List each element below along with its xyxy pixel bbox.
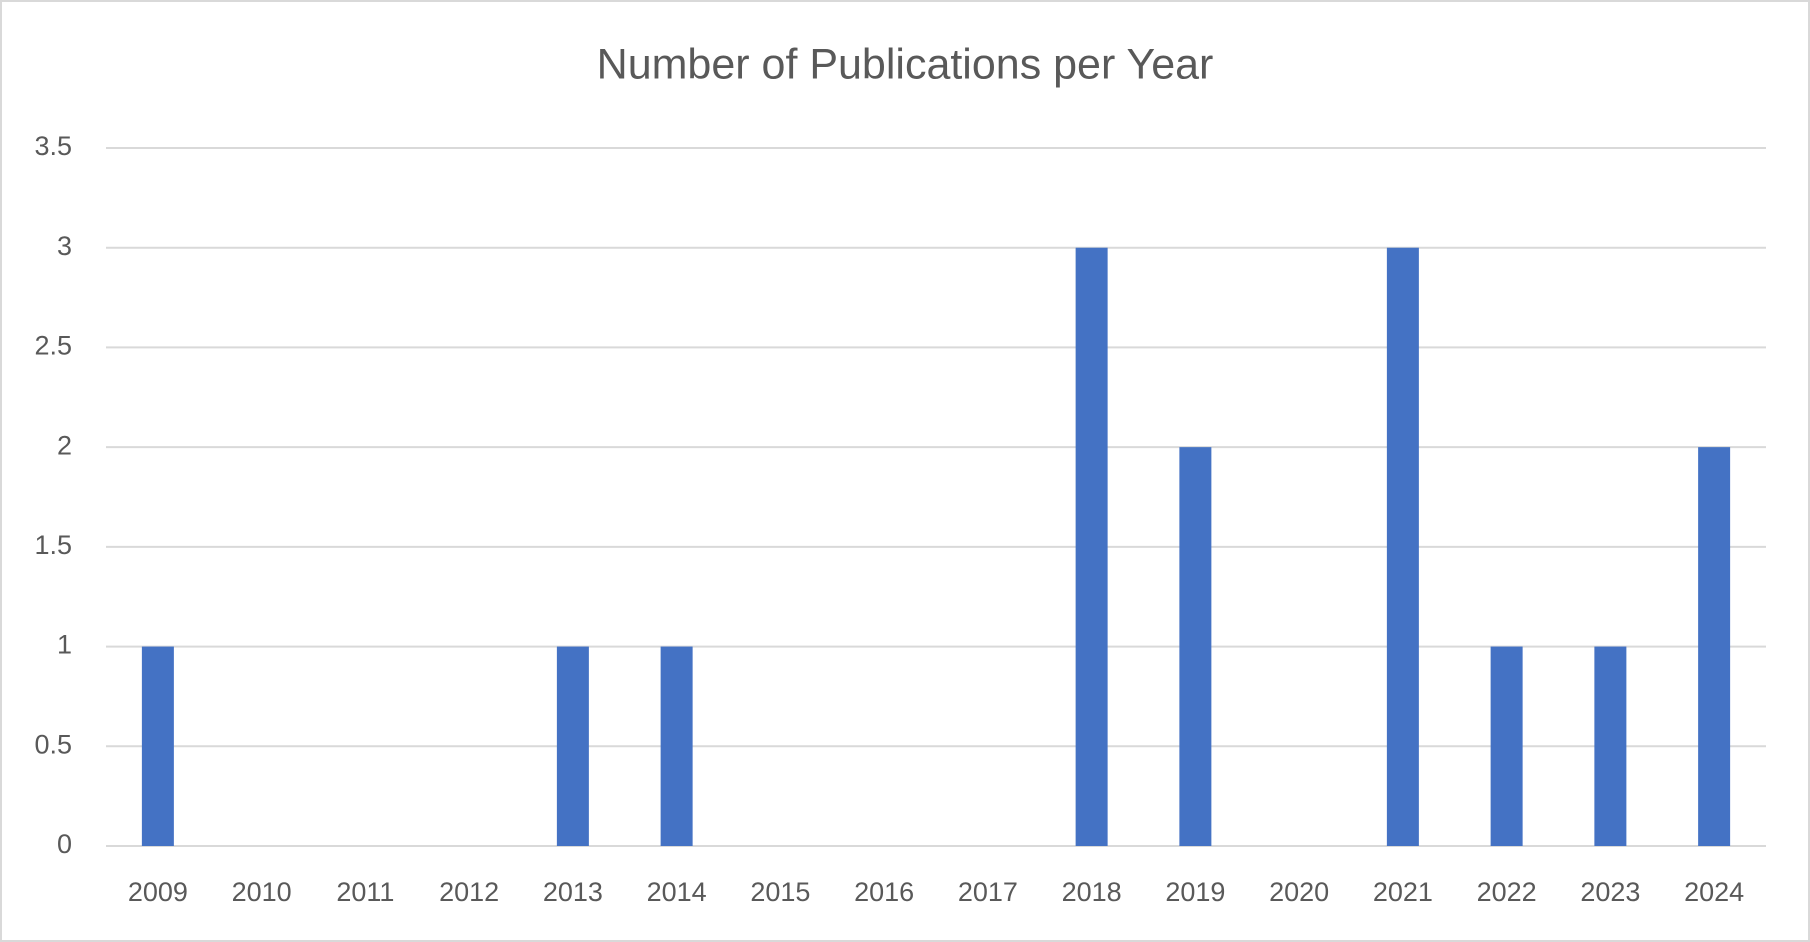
bar	[556, 646, 589, 846]
x-tick-label: 2010	[232, 877, 292, 907]
x-tick-label: 2013	[543, 877, 603, 907]
x-tick-label: 2011	[336, 877, 394, 907]
bar	[1594, 646, 1627, 846]
y-tick-label: 1.5	[34, 530, 72, 560]
bar	[1698, 447, 1731, 846]
x-tick-label: 2023	[1580, 877, 1640, 907]
bar	[1490, 646, 1523, 846]
chart-title: Number of Publications per Year	[597, 40, 1214, 88]
x-tick-label: 2012	[439, 877, 499, 907]
x-tick-label: 2020	[1269, 877, 1329, 907]
bar	[1075, 247, 1108, 846]
y-tick-label: 3	[57, 231, 72, 261]
bar	[1386, 247, 1419, 846]
bar	[660, 646, 693, 846]
y-tick-label: 1	[57, 630, 72, 660]
y-tick-label: 0.5	[34, 729, 72, 759]
bar	[141, 646, 174, 846]
y-tick-label: 0	[57, 829, 72, 859]
x-tick-label: 2021	[1373, 877, 1433, 907]
x-tick-label: 2022	[1477, 877, 1537, 907]
x-tick-label: 2015	[750, 877, 810, 907]
x-tick-label: 2019	[1165, 877, 1225, 907]
x-tick-label: 2014	[647, 877, 707, 907]
x-tick-label: 2017	[958, 877, 1018, 907]
x-tick-label: 2018	[1062, 877, 1122, 907]
x-tick-label: 2009	[128, 877, 188, 907]
y-tick-label: 2.5	[34, 331, 72, 361]
bar	[1179, 447, 1212, 846]
y-tick-label: 2	[57, 430, 72, 460]
x-tick-label: 2024	[1684, 877, 1744, 907]
x-tick-label: 2016	[854, 877, 914, 907]
y-tick-label: 3.5	[34, 131, 72, 161]
